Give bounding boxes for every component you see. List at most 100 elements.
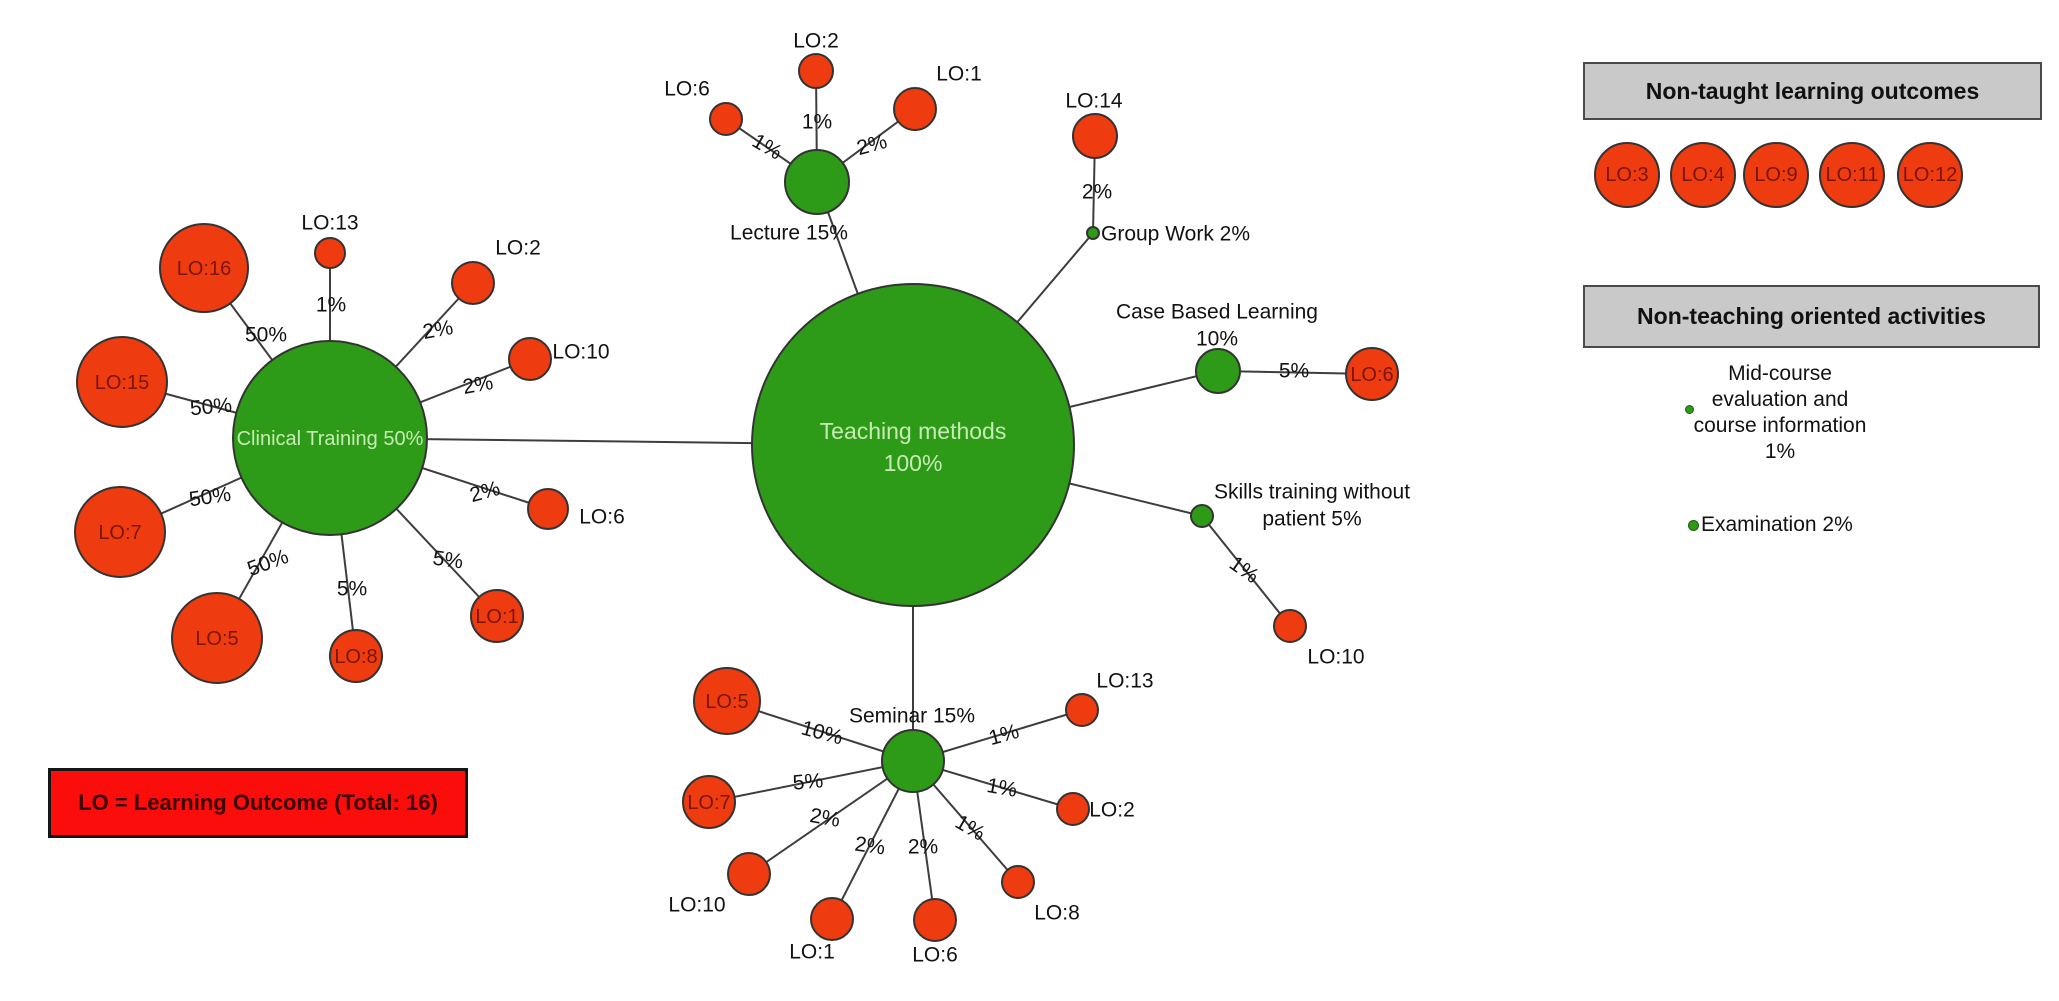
label-clinical-training-lo-10: LO:10 [552, 341, 609, 364]
mid-course-line-1: Mid-course [1728, 362, 1832, 385]
pct-seminar-lo-8: 1% [951, 810, 989, 845]
non-taught-lo-4: LO:4 [1670, 142, 1736, 208]
label-clinical-training-lo-7: LO:7 [98, 522, 141, 544]
label-case-based-learning-2: 10% [1196, 328, 1238, 351]
pct-seminar-lo-1: 2% [853, 832, 886, 859]
pct-clinical-training-lo-2: 2% [421, 316, 455, 344]
node-clinical-training-lo-7 [74, 486, 166, 578]
panel-non-taught-title: Non-taught learning outcomes [1645, 77, 1980, 104]
node-lecture-lo-6 [709, 102, 743, 136]
node-seminar-lo-2 [1056, 792, 1090, 826]
label-teaching-methods-pct: 100% [884, 450, 943, 476]
pct-clinical-training-lo-7: 50% [188, 483, 233, 512]
pct-clinical-training-lo-1: 5% [431, 546, 464, 573]
pct-seminar-lo-7: 5% [792, 769, 824, 795]
node-teaching-methods [751, 283, 1075, 607]
label-seminar-lo-7: LO:7 [687, 792, 730, 814]
label-seminar-lo-8: LO:8 [1034, 902, 1080, 925]
mid-course-dot [1685, 405, 1694, 414]
panel-non-taught-header: Non-taught learning outcomes [1583, 62, 2042, 120]
legend-text: LO = Learning Outcome (Total: 16) [78, 790, 438, 815]
node-seminar-lo-10 [727, 852, 771, 896]
node-seminar [881, 729, 945, 793]
pct-clinical-training-lo-5: 50% [244, 545, 291, 581]
label-lecture-lo-6: LO:6 [664, 78, 710, 101]
label-skills-training: Skills training without [1214, 481, 1410, 504]
pct-clinical-training-lo-15: 50% [189, 394, 233, 421]
label-teaching-methods: Teaching methods [820, 418, 1007, 444]
label-group-work: Group Work 2% [1101, 223, 1250, 246]
node-case-based-learning [1195, 348, 1241, 394]
label-group-work-lo-14: LO:14 [1065, 90, 1123, 113]
node-clinical-training-lo-16 [159, 223, 249, 313]
pct-lecture-lo-1: 2% [854, 130, 889, 160]
non-taught-lo-9: LO:9 [1743, 142, 1809, 208]
label-case-based-learning: Case Based Learning [1116, 301, 1318, 324]
node-clinical-training-lo-1 [470, 589, 524, 643]
label-skills-training-lo-10: LO:10 [1307, 646, 1364, 669]
pct-clinical-training-lo-6: 2% [467, 477, 502, 507]
pct-seminar-lo-5: 10% [799, 716, 846, 749]
node-seminar-lo-5 [693, 667, 761, 735]
label-clinical-training-lo-15: LO:15 [95, 372, 149, 394]
label-seminar: Seminar 15% [849, 705, 975, 728]
non-taught-lo-11: LO:11 [1819, 142, 1885, 208]
label-case-based-learning-lo-6: LO:6 [1350, 364, 1393, 386]
pct-group-work-lo-14: 2% [1082, 181, 1112, 204]
edge-seminar-lo-10 [748, 760, 914, 875]
label-clinical-training-lo-6: LO:6 [579, 506, 625, 529]
pct-clinical-training-lo-8: 5% [337, 578, 367, 601]
pct-skills-training-lo-10: 1% [1225, 552, 1263, 588]
mid-course-note: Mid-course evaluation and course informa… [1630, 361, 1930, 465]
node-lecture-lo-2 [798, 53, 834, 89]
pct-case-based-learning-lo-6: 5% [1279, 360, 1309, 383]
label-clinical-training-lo-1: LO:1 [475, 606, 518, 628]
node-clinical-training-lo-8 [329, 629, 383, 683]
node-seminar-lo-8 [1001, 865, 1035, 899]
node-group-work-lo-14 [1072, 113, 1118, 159]
label-seminar-lo-5: LO:5 [705, 691, 748, 713]
label-clinical-training-lo-5: LO:5 [195, 628, 238, 650]
label-clinical-training-lo-16: LO:16 [177, 258, 231, 280]
label-seminar-lo-10: LO:10 [668, 894, 725, 917]
node-clinical-training-lo-13 [314, 237, 346, 269]
pct-seminar-lo-6: 2% [908, 836, 938, 859]
node-clinical-training-lo-6 [527, 488, 569, 530]
mid-course-line-3: course information [1693, 414, 1867, 437]
node-seminar-lo-7 [682, 775, 736, 829]
label-seminar-lo-13: LO:13 [1096, 670, 1153, 693]
label-lecture: Lecture 15% [730, 222, 848, 245]
pct-clinical-training-lo-16: 50% [245, 324, 287, 347]
label-lecture-lo-2: LO:2 [793, 30, 839, 53]
label-seminar-lo-2: LO:2 [1089, 799, 1135, 822]
label-clinical-training-lo-2: LO:2 [495, 237, 541, 260]
non-taught-lo-12: LO:12 [1897, 142, 1963, 208]
pct-seminar-lo-2: 1% [985, 774, 1019, 802]
edge-seminar-lo-7 [708, 760, 914, 803]
mid-course-line-4: 1% [1764, 440, 1796, 463]
pct-lecture-lo-2: 1% [802, 111, 832, 134]
label-seminar-lo-6: LO:6 [912, 944, 958, 967]
edge-skills-training-lo-10 [1201, 515, 1291, 627]
examination-note: Examination 2% [1701, 513, 1853, 536]
node-clinical-training-lo-10 [508, 337, 552, 381]
pct-clinical-training-lo-10: 2% [461, 371, 495, 399]
pct-lecture-lo-6: 1% [748, 129, 786, 164]
label-skills-training-2: patient 5% [1262, 508, 1361, 531]
mid-course-line-2: evaluation and [1711, 388, 1849, 411]
label-clinical-training: Clinical Training 50% [237, 428, 424, 450]
node-clinical-training-lo-2 [451, 261, 495, 305]
pct-seminar-lo-13: 1% [986, 720, 1021, 750]
pct-seminar-lo-10: 2% [808, 804, 842, 832]
label-lecture-lo-1: LO:1 [936, 63, 982, 86]
panel-non-teaching-header: Non-teaching oriented activities [1583, 285, 2040, 348]
label-clinical-training-lo-13: LO:13 [301, 212, 358, 235]
non-taught-lo-3: LO:3 [1594, 142, 1660, 208]
examination-dot [1688, 520, 1699, 531]
node-skills-training [1190, 504, 1214, 528]
legend-box: LO = Learning Outcome (Total: 16) [48, 768, 468, 838]
label-seminar-lo-1: LO:1 [789, 941, 835, 964]
node-lecture-lo-1 [893, 87, 937, 131]
